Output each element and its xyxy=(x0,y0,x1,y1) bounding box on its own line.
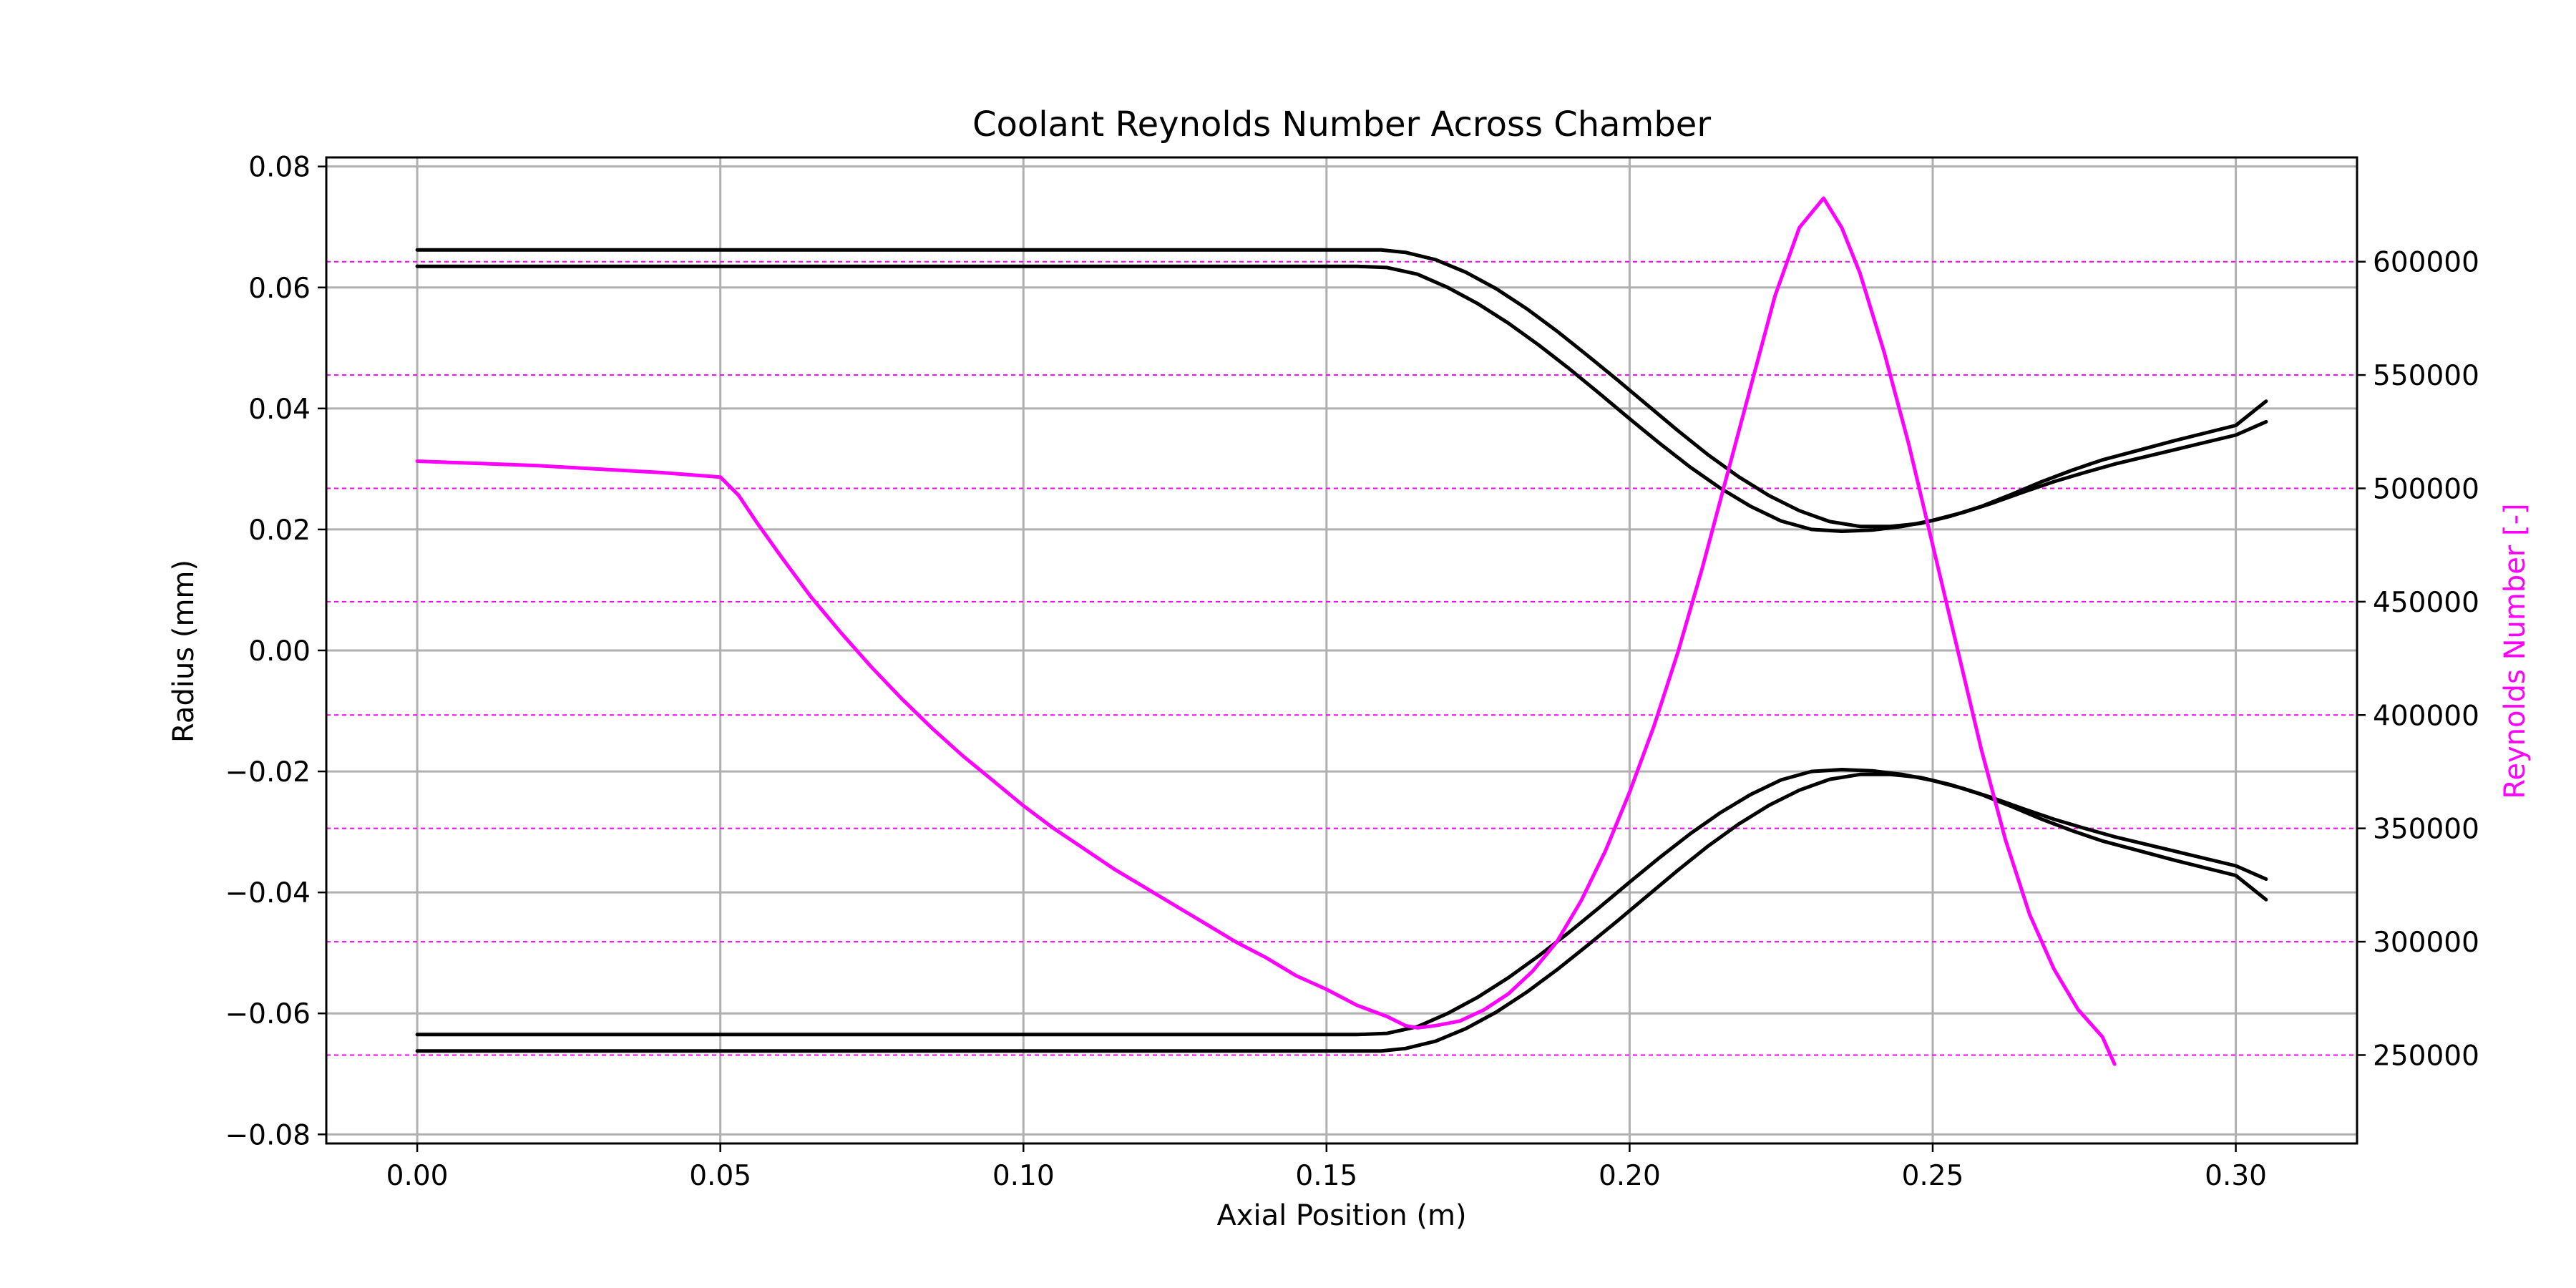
y-tick-label: 0.04 xyxy=(248,394,311,426)
x-tick-label: 0.20 xyxy=(1599,1160,1661,1192)
y-tick-label: −0.04 xyxy=(225,877,311,909)
chart-title: Coolant Reynolds Number Across Chamber xyxy=(972,104,1711,145)
y2-tick-label: 450000 xyxy=(2373,587,2479,619)
y2-tick-label: 400000 xyxy=(2373,700,2479,732)
x-tick-label: 0.15 xyxy=(1295,1160,1357,1192)
chamber-contour-line-3 xyxy=(415,768,2268,1037)
y2-tick-label: 600000 xyxy=(2373,247,2479,279)
y-tick-label: 0.08 xyxy=(248,152,311,184)
x-tick-label: 0.00 xyxy=(386,1160,449,1192)
y-tick-label: 0.06 xyxy=(248,273,311,305)
y2-tick-label: 500000 xyxy=(2373,474,2479,506)
y-tick-label: −0.06 xyxy=(225,998,311,1030)
x-tick-label: 0.10 xyxy=(992,1160,1055,1192)
plot-area xyxy=(415,196,2268,1066)
grid xyxy=(326,157,2357,1143)
y-tick-label: −0.02 xyxy=(225,756,311,789)
y2-tick-label: 300000 xyxy=(2373,927,2479,959)
x-tick-label: 0.30 xyxy=(2205,1160,2267,1192)
y-tick-label: 0.00 xyxy=(248,635,311,668)
x-tick-label: 0.05 xyxy=(689,1160,751,1192)
chamber-contour-line-4 xyxy=(415,772,2268,1053)
reynolds-number-line xyxy=(415,196,2117,1066)
y-tick-label: 0.02 xyxy=(248,514,311,547)
chamber-contour-line-2 xyxy=(415,248,2268,529)
y-tick-label: −0.08 xyxy=(225,1119,311,1151)
y2-tick-label: 250000 xyxy=(2373,1040,2479,1072)
y2-tick-label: 550000 xyxy=(2373,360,2479,392)
x-tick-label: 0.25 xyxy=(1902,1160,1964,1192)
y-axis-title: Radius (mm) xyxy=(167,560,200,743)
axes: 0.00 0.05 0.10 0.15 0.20 0.25 0.30 −0.08 −0.06 −0… xyxy=(225,152,2479,1192)
x-axis-title: Axial Position (m) xyxy=(1216,1199,1466,1232)
y2-axis-title: Reynolds Number [-] xyxy=(2499,503,2532,799)
chamber-contour-line-1 xyxy=(415,264,2268,533)
y2-tick-label: 350000 xyxy=(2373,814,2479,846)
